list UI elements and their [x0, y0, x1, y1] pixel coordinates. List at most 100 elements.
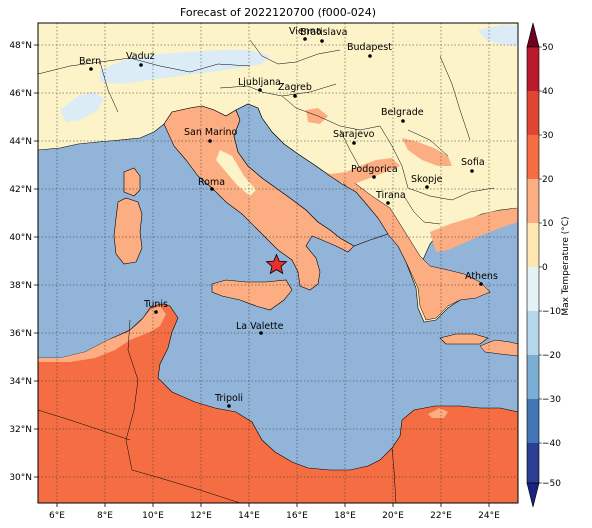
city-label-tripoli: Tripoli — [214, 393, 243, 404]
colorbar-bin — [527, 443, 539, 483]
city-markers — [89, 37, 483, 408]
city-dot-san-marino — [208, 139, 212, 143]
city-dot-bern — [89, 67, 93, 71]
colorbar-tick-label: −30 — [542, 395, 561, 405]
lat-label: 38°N — [9, 281, 32, 291]
colorbar-bin — [527, 179, 539, 223]
city-label-tirana: Tirana — [375, 190, 406, 201]
map-frame — [37, 22, 519, 504]
city-dot-zagreb — [293, 94, 297, 98]
star-marker — [265, 253, 288, 275]
colorbar-bin — [527, 91, 539, 135]
colorbar-frame — [526, 46, 540, 484]
city-dot-tripoli — [227, 404, 231, 408]
lon-tick-labels: 6°E 8°E 10°E 12°E 14°E 16°E 18°E 20°E 22… — [49, 511, 500, 521]
city-label-sofia: Sofia — [461, 157, 485, 168]
colorbar-tick-label: 20 — [542, 175, 554, 185]
colorbar-bin — [527, 135, 539, 179]
city-label-tunis: Tunis — [143, 299, 168, 310]
city-label-la-valette: La Valette — [236, 321, 284, 332]
city-label-bern: Bern — [79, 56, 101, 67]
city-label-sarajevo: Sarajevo — [333, 129, 375, 140]
colorbar-bin — [527, 47, 539, 91]
lon-label: 20°E — [382, 511, 404, 521]
city-label-zagreb: Zagreb — [278, 82, 312, 93]
country-borders — [38, 39, 495, 503]
tick-marks — [34, 44, 490, 507]
city-label-bratislava: Bratislava — [300, 27, 347, 38]
colorbar-bin — [527, 355, 539, 399]
city-dot-vienna — [303, 37, 307, 41]
crete-island — [439, 333, 489, 345]
city-dot-ljubljana — [258, 88, 262, 92]
city-label-roma: Roma — [198, 177, 225, 188]
city-dot-skopje — [425, 185, 429, 189]
city-labels: Bern Vaduz Vienna Bratislava Budapest Lj… — [79, 26, 498, 404]
lon-label: 12°E — [190, 511, 212, 521]
lon-label: 14°E — [238, 511, 260, 521]
city-dot-roma — [210, 187, 214, 191]
city-dot-sofia — [470, 169, 474, 173]
egypt-coast-band — [479, 339, 518, 357]
colorbar-tick-label: −40 — [542, 439, 561, 449]
colorbar-bin — [527, 223, 539, 267]
lat-label: 40°N — [9, 233, 32, 243]
greece-north-warm — [430, 208, 518, 252]
sardinia-island — [113, 197, 143, 265]
map-title: Forecast of 2022120700 (f000-024) — [179, 6, 377, 19]
lon-label: 10°E — [142, 511, 164, 521]
croatia-coast-warm — [316, 158, 400, 184]
city-dot-tunis — [154, 310, 158, 314]
apennine-cool-patch — [216, 150, 256, 196]
sicily-island — [211, 279, 293, 311]
city-label-san-marino: San Marino — [184, 127, 237, 138]
city-label-podgorica: Podgorica — [351, 164, 398, 175]
lon-label: 8°E — [97, 511, 113, 521]
city-dot-belgrade — [401, 119, 405, 123]
colorbar-top-extension — [526, 22, 540, 48]
colorbar-tick-label: 40 — [542, 87, 554, 97]
city-dot-la-valette — [259, 331, 263, 335]
east-cool-patch — [478, 24, 518, 46]
colorbar-tick-label: 0 — [542, 263, 548, 273]
lat-label: 36°N — [9, 329, 32, 339]
croatia-north-warm — [306, 108, 328, 124]
city-dot-tirana — [386, 201, 390, 205]
lon-label: 16°E — [286, 511, 308, 521]
lat-label: 32°N — [9, 425, 32, 435]
colorbar-bin — [527, 267, 539, 311]
city-label-budapest: Budapest — [347, 42, 392, 53]
lat-label: 44°N — [9, 137, 32, 147]
colorbar-label-text: Max Temperature (°C) — [561, 216, 571, 316]
colorbar-tick-label: −20 — [542, 351, 561, 361]
city-label-vienna: Vienna — [289, 26, 322, 37]
lon-label: 24°E — [478, 511, 500, 521]
colorbar-tick-label: 50 — [542, 43, 554, 53]
graticule — [38, 23, 518, 503]
colorbar-bin — [527, 311, 539, 355]
warm-patch-libya-coast — [428, 408, 448, 418]
colorbar-tick-label: −10 — [542, 307, 561, 317]
city-dot-podgorica — [372, 175, 376, 179]
city-label-athens: Athens — [465, 271, 498, 282]
colorbar: 50 40 30 20 10 0 −10 −20 −30 −40 −50 — [526, 22, 561, 508]
lon-label: 22°E — [430, 511, 452, 521]
lat-label: 30°N — [9, 473, 32, 483]
alps-cool-patch — [100, 50, 270, 84]
city-label-skopje: Skopje — [411, 174, 443, 185]
lon-label: 18°E — [334, 511, 356, 521]
city-dot-sarajevo — [352, 141, 356, 145]
lon-label: 6°E — [49, 511, 65, 521]
colorbar-tick-label: 30 — [542, 131, 554, 141]
lat-label: 46°N — [9, 89, 32, 99]
colorbar-bin — [527, 399, 539, 443]
lat-tick-labels: 48°N 46°N 44°N 42°N 40°N 38°N 36°N 34°N … — [9, 41, 32, 483]
lat-label: 48°N — [9, 41, 32, 51]
lat-label: 42°N — [9, 185, 32, 195]
colorbar-tick-label: 10 — [542, 219, 554, 229]
lat-label: 34°N — [9, 377, 32, 387]
north-africa-land — [38, 303, 518, 503]
western-alps-cool-patch — [60, 92, 104, 122]
balkan-warm-band — [339, 177, 491, 321]
